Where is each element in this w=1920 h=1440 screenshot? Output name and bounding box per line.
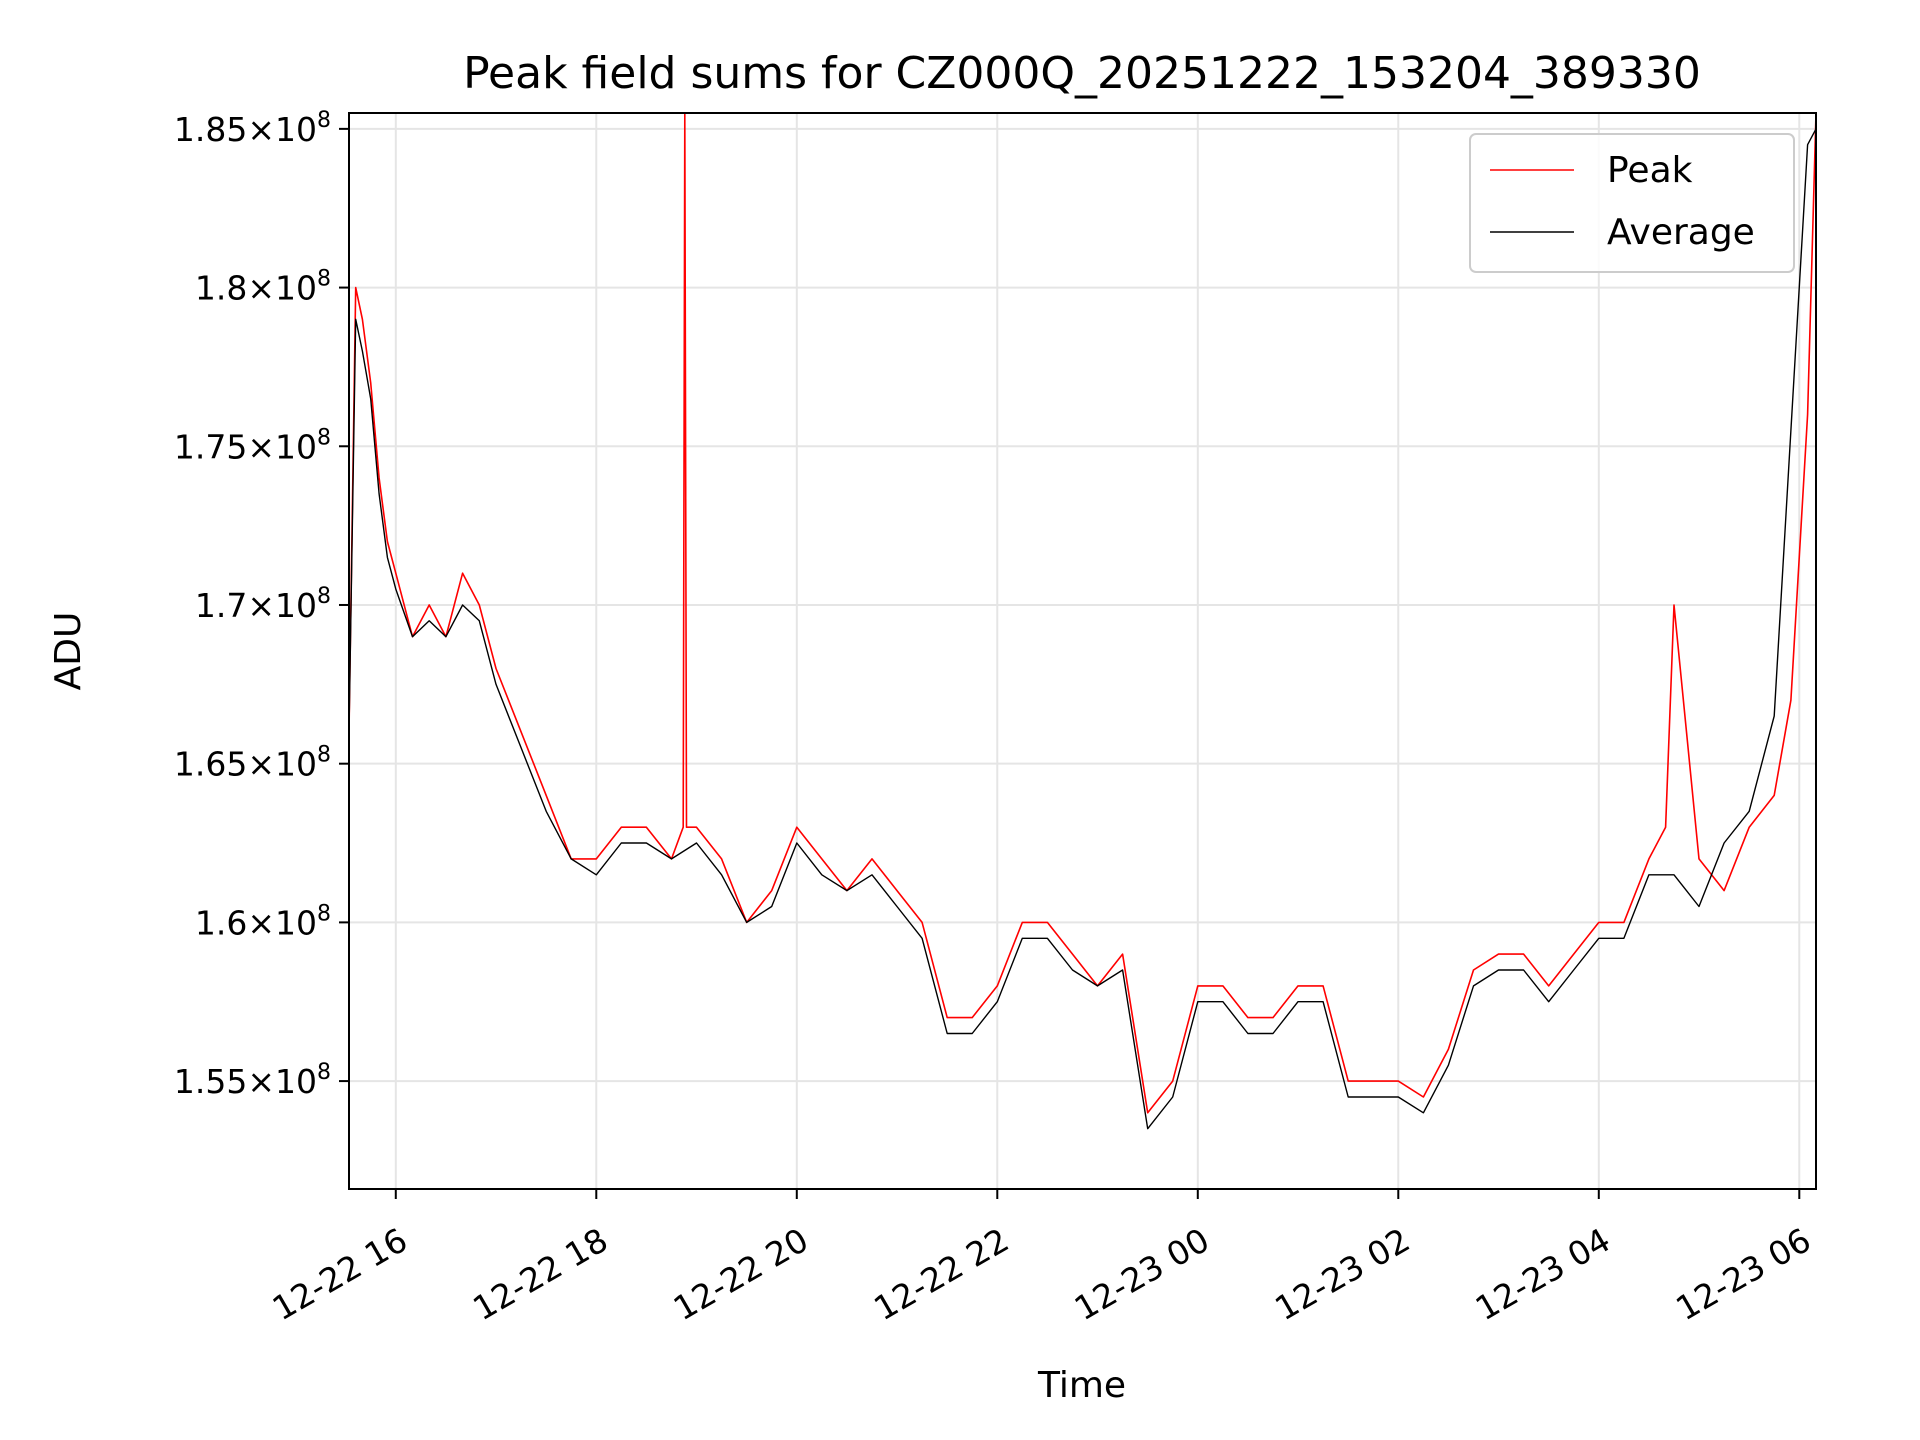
y-tick-label: 1.65×108	[174, 743, 331, 784]
y-axis-label: ADU	[48, 612, 89, 691]
y-tick-label: 1.85×108	[174, 108, 331, 149]
series-line-peak	[349, 113, 1816, 1114]
series-layer	[349, 113, 1816, 1130]
y-tick-label: 1.55×108	[174, 1060, 331, 1101]
y-axis: 1.55×108 1.6×108 1.65×108 1.7×108 1.75×108 1.…	[174, 108, 349, 1101]
y-tick-label: 1.75×108	[174, 425, 331, 466]
x-axis-label: Time	[1037, 1365, 1126, 1406]
legend-box	[1469, 133, 1795, 273]
chart-title: Peak field sums for CZ000Q_20251222_1532…	[463, 48, 1701, 99]
legend-label-peak: Peak	[1607, 150, 1693, 191]
y-tick-label: 1.8×108	[195, 267, 331, 308]
y-tick-label: 1.7×108	[195, 584, 331, 625]
plot-area-frame	[348, 112, 1817, 1190]
y-tick-label: 1.6×108	[195, 901, 331, 942]
series-line-average	[349, 128, 1816, 1130]
legend: Peak Average	[1469, 133, 1795, 273]
legend-label-average: Average	[1607, 212, 1755, 253]
